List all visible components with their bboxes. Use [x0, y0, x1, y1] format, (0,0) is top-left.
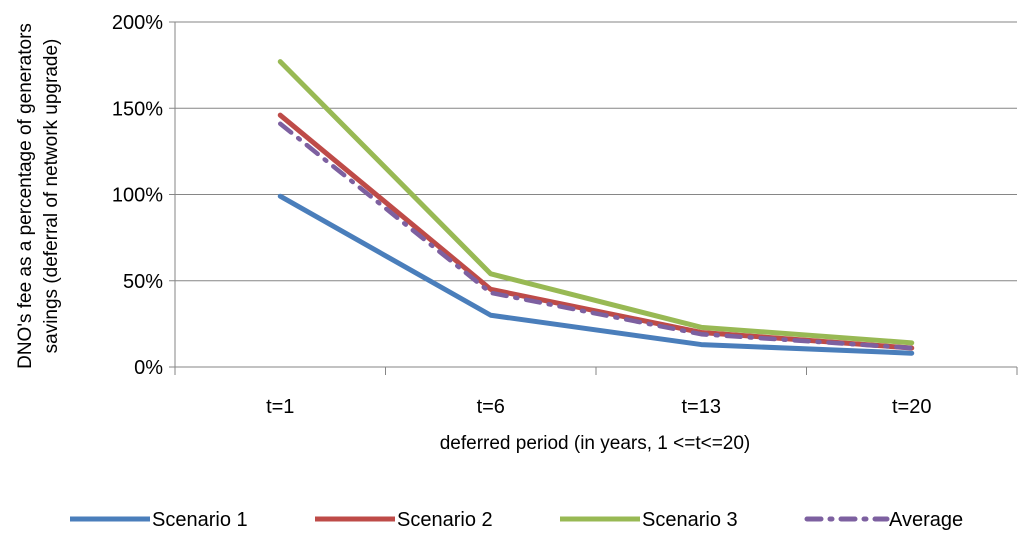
x-tick-label: t=20 [892, 396, 931, 418]
series-line-scenario-3 [277, 59, 915, 346]
legend-item: Scenario 1 [70, 509, 248, 531]
x-tick-label: t=13 [682, 396, 721, 418]
legend-item: Scenario 3 [560, 509, 738, 531]
legend-item: Average [804, 509, 963, 531]
y-tick-label: 100% [112, 185, 163, 207]
legend-label: Scenario 3 [642, 509, 738, 531]
legend-label: Scenario 2 [397, 509, 493, 531]
gridlines [175, 21, 1017, 282]
legend: Scenario 1 Scenario 2 Scenario 3 Average [70, 509, 963, 531]
x-tick-label: t=6 [477, 396, 505, 418]
series-line-scenario-1 [277, 193, 915, 356]
series-line-average [278, 121, 914, 351]
legend-item: Scenario 2 [315, 509, 493, 531]
series-lines [277, 59, 915, 356]
x-axis-title: deferred period (in years, 1 <=t<=20) [440, 433, 751, 454]
y-tick-label: 150% [112, 98, 163, 120]
axes [169, 21, 1018, 375]
x-tick-label: t=1 [266, 396, 294, 418]
y-tick-label: 50% [123, 271, 163, 293]
legend-label: Average [889, 509, 963, 531]
y-tick-label: 0% [134, 357, 163, 379]
y-tick-label: 200% [112, 12, 163, 34]
y-axis-title-line2: savings (deferral of network upgrade) [41, 39, 62, 354]
tick-labels: 0% 50% 100% 150% 200% t=1 t=6 t=13 t=20 [112, 12, 932, 418]
y-axis-title-line1: DNO's fee as a percentage of generators [15, 23, 36, 369]
legend-label: Scenario 1 [152, 509, 248, 531]
